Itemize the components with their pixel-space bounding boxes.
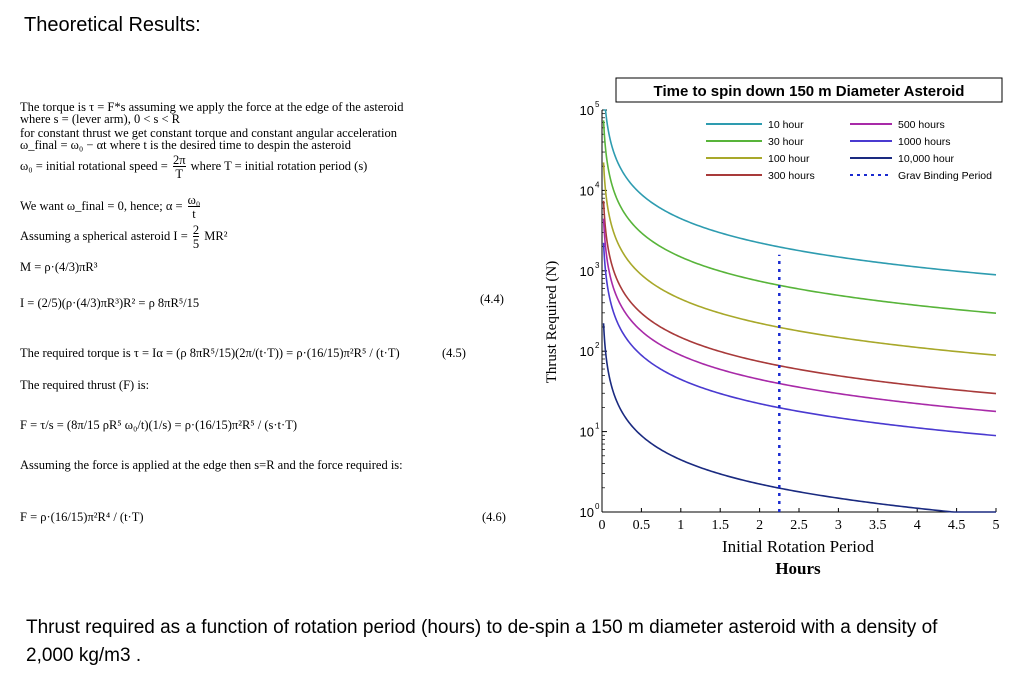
derivation-line: Assuming the force is applied at the edg… <box>20 458 403 472</box>
x-axis-label-units: Hours <box>775 559 821 578</box>
y-tick-label: 10 <box>580 344 594 359</box>
y-tick-label: 10 <box>580 183 594 198</box>
derivation-line: I = (2/5)(ρ·(4/3)πR³)R² = ρ 8πR⁵/15 <box>20 296 200 310</box>
x-tick-label: 3.5 <box>869 518 887 533</box>
legend-label: 1000 hours <box>898 136 951 148</box>
fraction: ω₀ t <box>187 193 201 220</box>
derivation-line: We want ω_final = 0, hence; α = ω₀ t <box>20 194 202 220</box>
derivation-text: We want ω_final = 0, hence; α = <box>20 198 183 213</box>
x-tick-label: 2 <box>756 518 763 533</box>
equation-number: (4.5) <box>442 346 466 360</box>
x-axis-label: Initial Rotation Period <box>722 537 875 556</box>
fraction-den: t <box>187 206 201 220</box>
plot-area: 0 0.5 1 1.5 2 2.5 3 3.5 4 4.5 510 010 110 210 310 410 51… <box>580 100 1000 533</box>
series-line <box>603 109 997 276</box>
fraction-num: 2π <box>172 153 186 167</box>
derivation-line: for constant thrust we get constant torq… <box>20 126 397 140</box>
derivation-text: where T = initial rotation period (s) <box>190 158 368 173</box>
derivation-text: Assuming a spherical asteroid I = <box>20 228 188 243</box>
derivation-text: ω₀ = initial rotational speed = <box>20 158 168 173</box>
x-tick-label: 2.5 <box>790 518 808 533</box>
page-heading: Theoretical Results: <box>24 14 201 36</box>
series-line <box>602 120 997 314</box>
y-tick-label: 10 <box>580 505 594 520</box>
derivation-text: MR² <box>204 228 228 243</box>
y-tick-exponent: 1 <box>595 422 600 431</box>
y-axis-label: Thrust Required (N) <box>544 261 560 383</box>
y-tick-exponent: 0 <box>595 502 600 511</box>
y-tick-exponent: 3 <box>595 261 600 270</box>
fraction-num: ω₀ <box>187 193 201 207</box>
y-tick-exponent: 2 <box>595 341 600 350</box>
derivation-line: where s = (lever arm), 0 < s < R <box>20 112 180 126</box>
chart-title: Time to spin down 150 m Diameter Asteroi… <box>654 83 965 100</box>
equation-number: (4.6) <box>482 510 506 524</box>
thrust-chart: Time to spin down 150 m Diameter Asteroi… <box>540 74 1020 594</box>
fraction-den: 5 <box>192 236 200 251</box>
series-line <box>602 218 997 413</box>
x-tick-label: 0 <box>599 518 606 533</box>
y-tick-exponent: 4 <box>595 180 600 189</box>
y-tick-label: 10 <box>580 264 594 279</box>
legend-label: Grav Binding Period <box>898 170 992 182</box>
x-tick-label: 5 <box>993 518 1000 533</box>
figure-caption: Thrust required as a function of rotatio… <box>26 617 938 666</box>
derivation-line: The torque is τ = F*s assuming we apply … <box>20 100 404 114</box>
legend-label: 10,000 hour <box>898 153 955 165</box>
y-tick-label: 10 <box>580 103 594 118</box>
derivation-line: M = ρ·(4/3)πR³ <box>20 260 98 274</box>
derivation-line: F = ρ·(16/15)π²R⁴ / (t·T) <box>20 510 144 524</box>
equation-number: (4.4) <box>480 292 504 306</box>
y-tick-exponent: 5 <box>595 100 600 109</box>
series-line <box>602 162 997 357</box>
legend-label: 300 hours <box>768 170 815 182</box>
derivation-line: F = τ/s = (8π/15 ρR⁵ ω₀/t)(1/s) = ρ·(16/… <box>20 418 297 432</box>
chart-svg: Time to spin down 150 m Diameter Asteroi… <box>544 77 1003 578</box>
legend-label: 500 hours <box>898 119 945 131</box>
y-tick-label: 10 <box>580 425 594 440</box>
fraction-den: T <box>172 166 186 180</box>
derivation-line: The required thrust (F) is: <box>20 378 150 392</box>
x-tick-label: 1 <box>677 518 684 533</box>
legend-label: 10 hour <box>768 119 804 131</box>
x-tick-label: 4 <box>914 518 921 533</box>
derivation-line: The required torque is τ = Iα = (ρ 8πR⁵/… <box>20 346 400 360</box>
chart-title-box <box>615 77 1003 103</box>
x-tick-label: 4.5 <box>948 518 966 533</box>
legend-label: 100 hour <box>768 153 810 165</box>
derivation-block: The torque is τ = F*s assuming we apply … <box>20 100 520 550</box>
fraction: 2π T <box>172 153 186 180</box>
series-line <box>602 323 996 513</box>
fraction-num: 2 <box>192 223 200 237</box>
legend-label: 30 hour <box>768 136 804 148</box>
series-line <box>602 200 997 395</box>
series-line <box>602 242 997 437</box>
x-tick-label: 1.5 <box>711 518 729 533</box>
derivation-line: ω_final = ω₀ − αt where t is the desired… <box>20 138 351 152</box>
derivation-line: ω₀ = initial rotational speed = 2π T wher… <box>20 153 368 181</box>
x-tick-label: 0.5 <box>633 518 651 533</box>
x-tick-label: 3 <box>835 518 842 533</box>
